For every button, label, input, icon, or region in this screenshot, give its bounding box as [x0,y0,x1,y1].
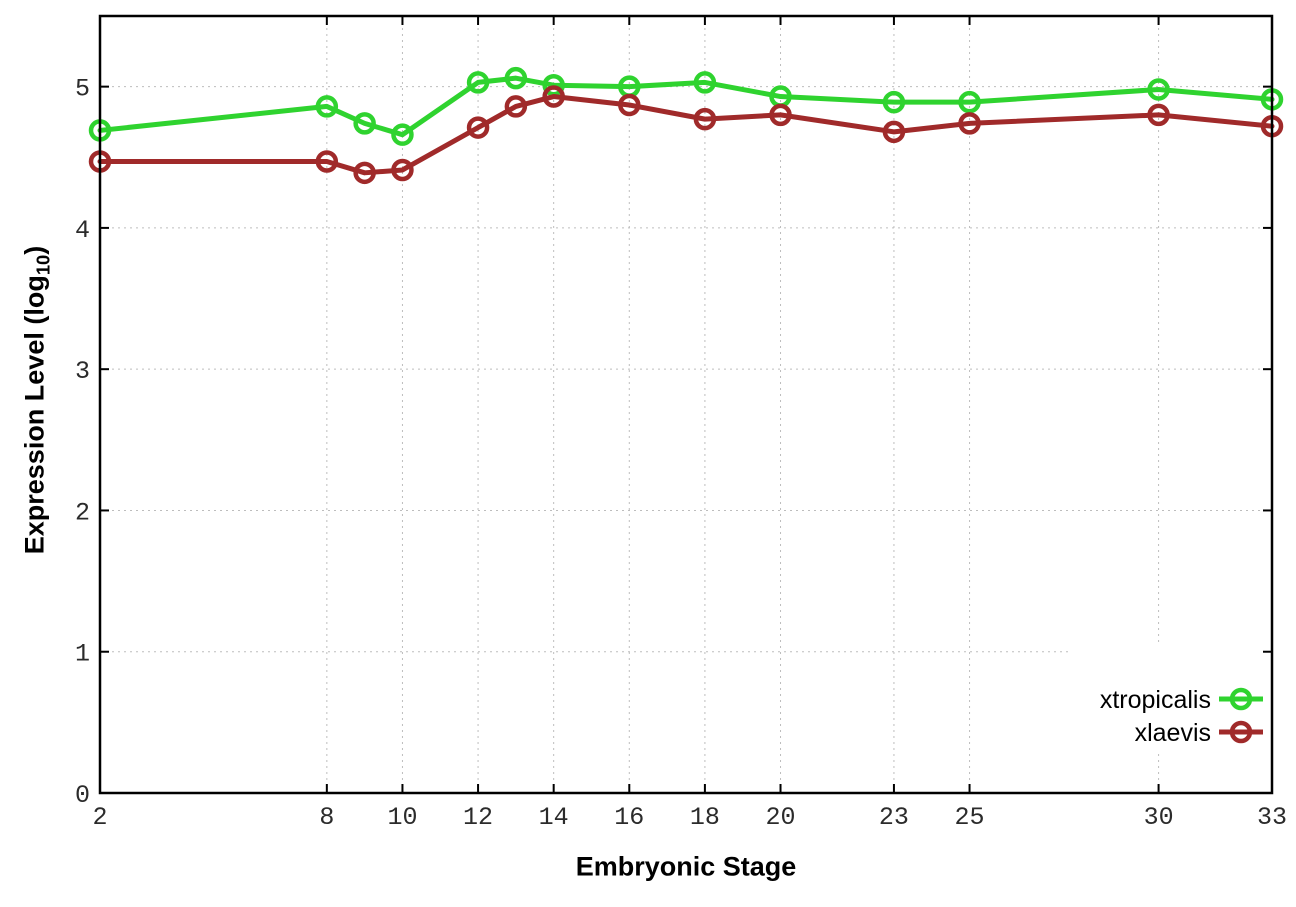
x-tick-label: 33 [1257,803,1287,832]
marker-xlaevis [353,161,376,185]
marker-xtropicalis [504,66,528,90]
legend-sample-marker-xlaevis [1229,720,1253,744]
y-axis-title-subscript: 10 [32,254,54,276]
marker-xtropicalis [315,95,339,118]
y-tick-label: 4 [75,216,90,245]
x-tick-label: 25 [955,803,985,832]
marker-xtropicalis [693,71,717,94]
y-axis-title-close: ) [19,245,50,255]
x-tick-label: 14 [539,803,569,832]
marker-xlaevis [542,85,565,108]
y-axis-title: Expression Level (log10) [19,246,54,555]
y-tick-label: 1 [75,640,90,669]
plot-border [98,14,1274,795]
x-tick-label: 18 [690,803,720,832]
marker-xtropicalis [1147,78,1170,101]
y-tick-label: 5 [75,75,90,104]
legend-sample-marker-xtropicalis [1229,687,1253,711]
marker-xtropicalis [958,90,981,114]
series-line-xtropicalis [97,75,1275,138]
y-axis-title-text: Expression Level (log [19,275,50,555]
series-line-xlaevis [97,94,1275,176]
legend-label-xtropicalis: xtropicalis [1100,686,1211,714]
x-tick-label: 23 [879,803,909,832]
y-tick-label: 3 [75,357,90,386]
marker-xlaevis [769,103,792,127]
marker-xlaevis [618,93,641,117]
marker-xlaevis [1147,103,1170,127]
x-tick-label: 16 [614,803,644,832]
x-tick-label: 12 [463,803,493,832]
marker-xtropicalis [882,90,906,114]
marker-xlaevis [391,158,414,182]
marker-xlaevis [693,107,717,131]
x-tick-label: 30 [1144,803,1174,832]
marker-xlaevis [315,150,339,173]
marker-xlaevis [882,120,906,144]
marker-xtropicalis [353,112,376,135]
x-tick-label: 2 [92,803,107,832]
marker-xtropicalis [391,123,414,146]
x-tick-label: 20 [766,803,796,832]
y-tick-label: 2 [75,498,90,527]
marker-xtropicalis [466,71,490,94]
marker-xlaevis [466,116,490,139]
marker-xlaevis [504,95,528,118]
x-tick-label: 10 [387,803,417,832]
x-tick-label: 8 [319,803,334,832]
marker-xlaevis [958,112,981,135]
legend-label-xlaevis: xlaevis [1135,719,1211,747]
x-axis-title: Embryonic Stage [575,851,797,882]
y-tick-label: 0 [75,781,90,810]
